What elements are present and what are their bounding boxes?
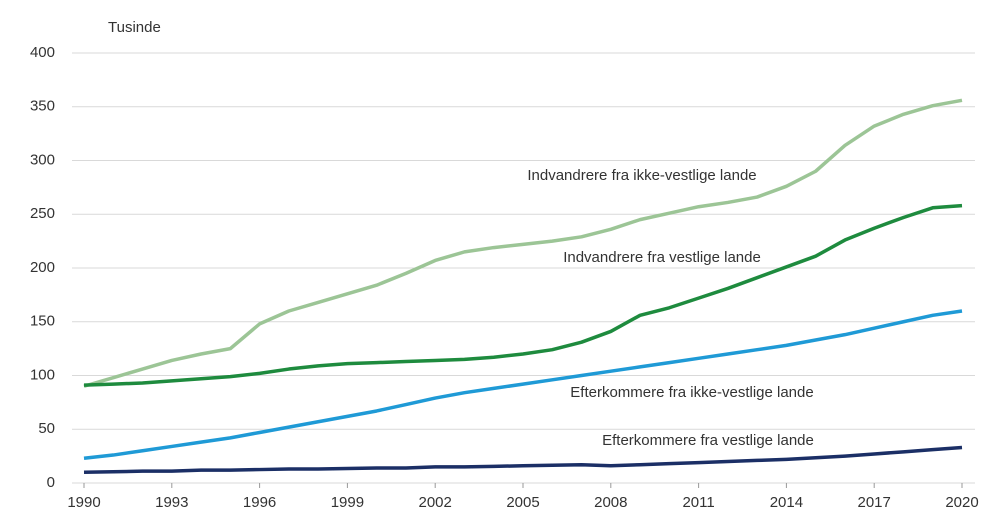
x-tick-label: 2020 — [945, 494, 978, 511]
y-tick-label: 0 — [47, 474, 55, 491]
y-tick-label: 50 — [38, 420, 55, 437]
y-tick-label: 300 — [30, 151, 55, 168]
y-axis-label: Tusinde — [108, 19, 161, 36]
x-tick-label: 2008 — [594, 494, 627, 511]
series-line — [83, 203, 963, 387]
x-tick-label: 2014 — [770, 494, 803, 511]
y-tick-label: 400 — [30, 44, 55, 61]
x-tick-label: 2017 — [858, 494, 891, 511]
y-tick-label: 250 — [30, 205, 55, 222]
y-tick-label: 150 — [30, 313, 55, 330]
series-label: Efterkommere fra vestlige lande — [602, 432, 814, 449]
x-tick-label: 1999 — [331, 494, 364, 511]
x-tick-label: 2005 — [506, 494, 539, 511]
x-tick-label: 1996 — [243, 494, 276, 511]
x-tick-label: 2011 — [682, 494, 714, 511]
y-tick-label: 350 — [30, 98, 55, 115]
series-line — [83, 309, 963, 461]
series-label: Efterkommere fra ikke-vestlige lande — [570, 384, 813, 401]
x-tick-label: 2002 — [419, 494, 452, 511]
x-tick-label: 1993 — [155, 494, 188, 511]
series-label: Indvandrere fra vestlige lande — [563, 249, 761, 266]
x-tick-label: 1990 — [67, 494, 100, 511]
series-line — [83, 98, 963, 388]
series-label: Indvandrere fra ikke-vestlige lande — [527, 167, 756, 184]
series-line — [83, 445, 963, 474]
y-tick-label: 100 — [30, 366, 55, 383]
y-tick-label: 200 — [30, 259, 55, 276]
